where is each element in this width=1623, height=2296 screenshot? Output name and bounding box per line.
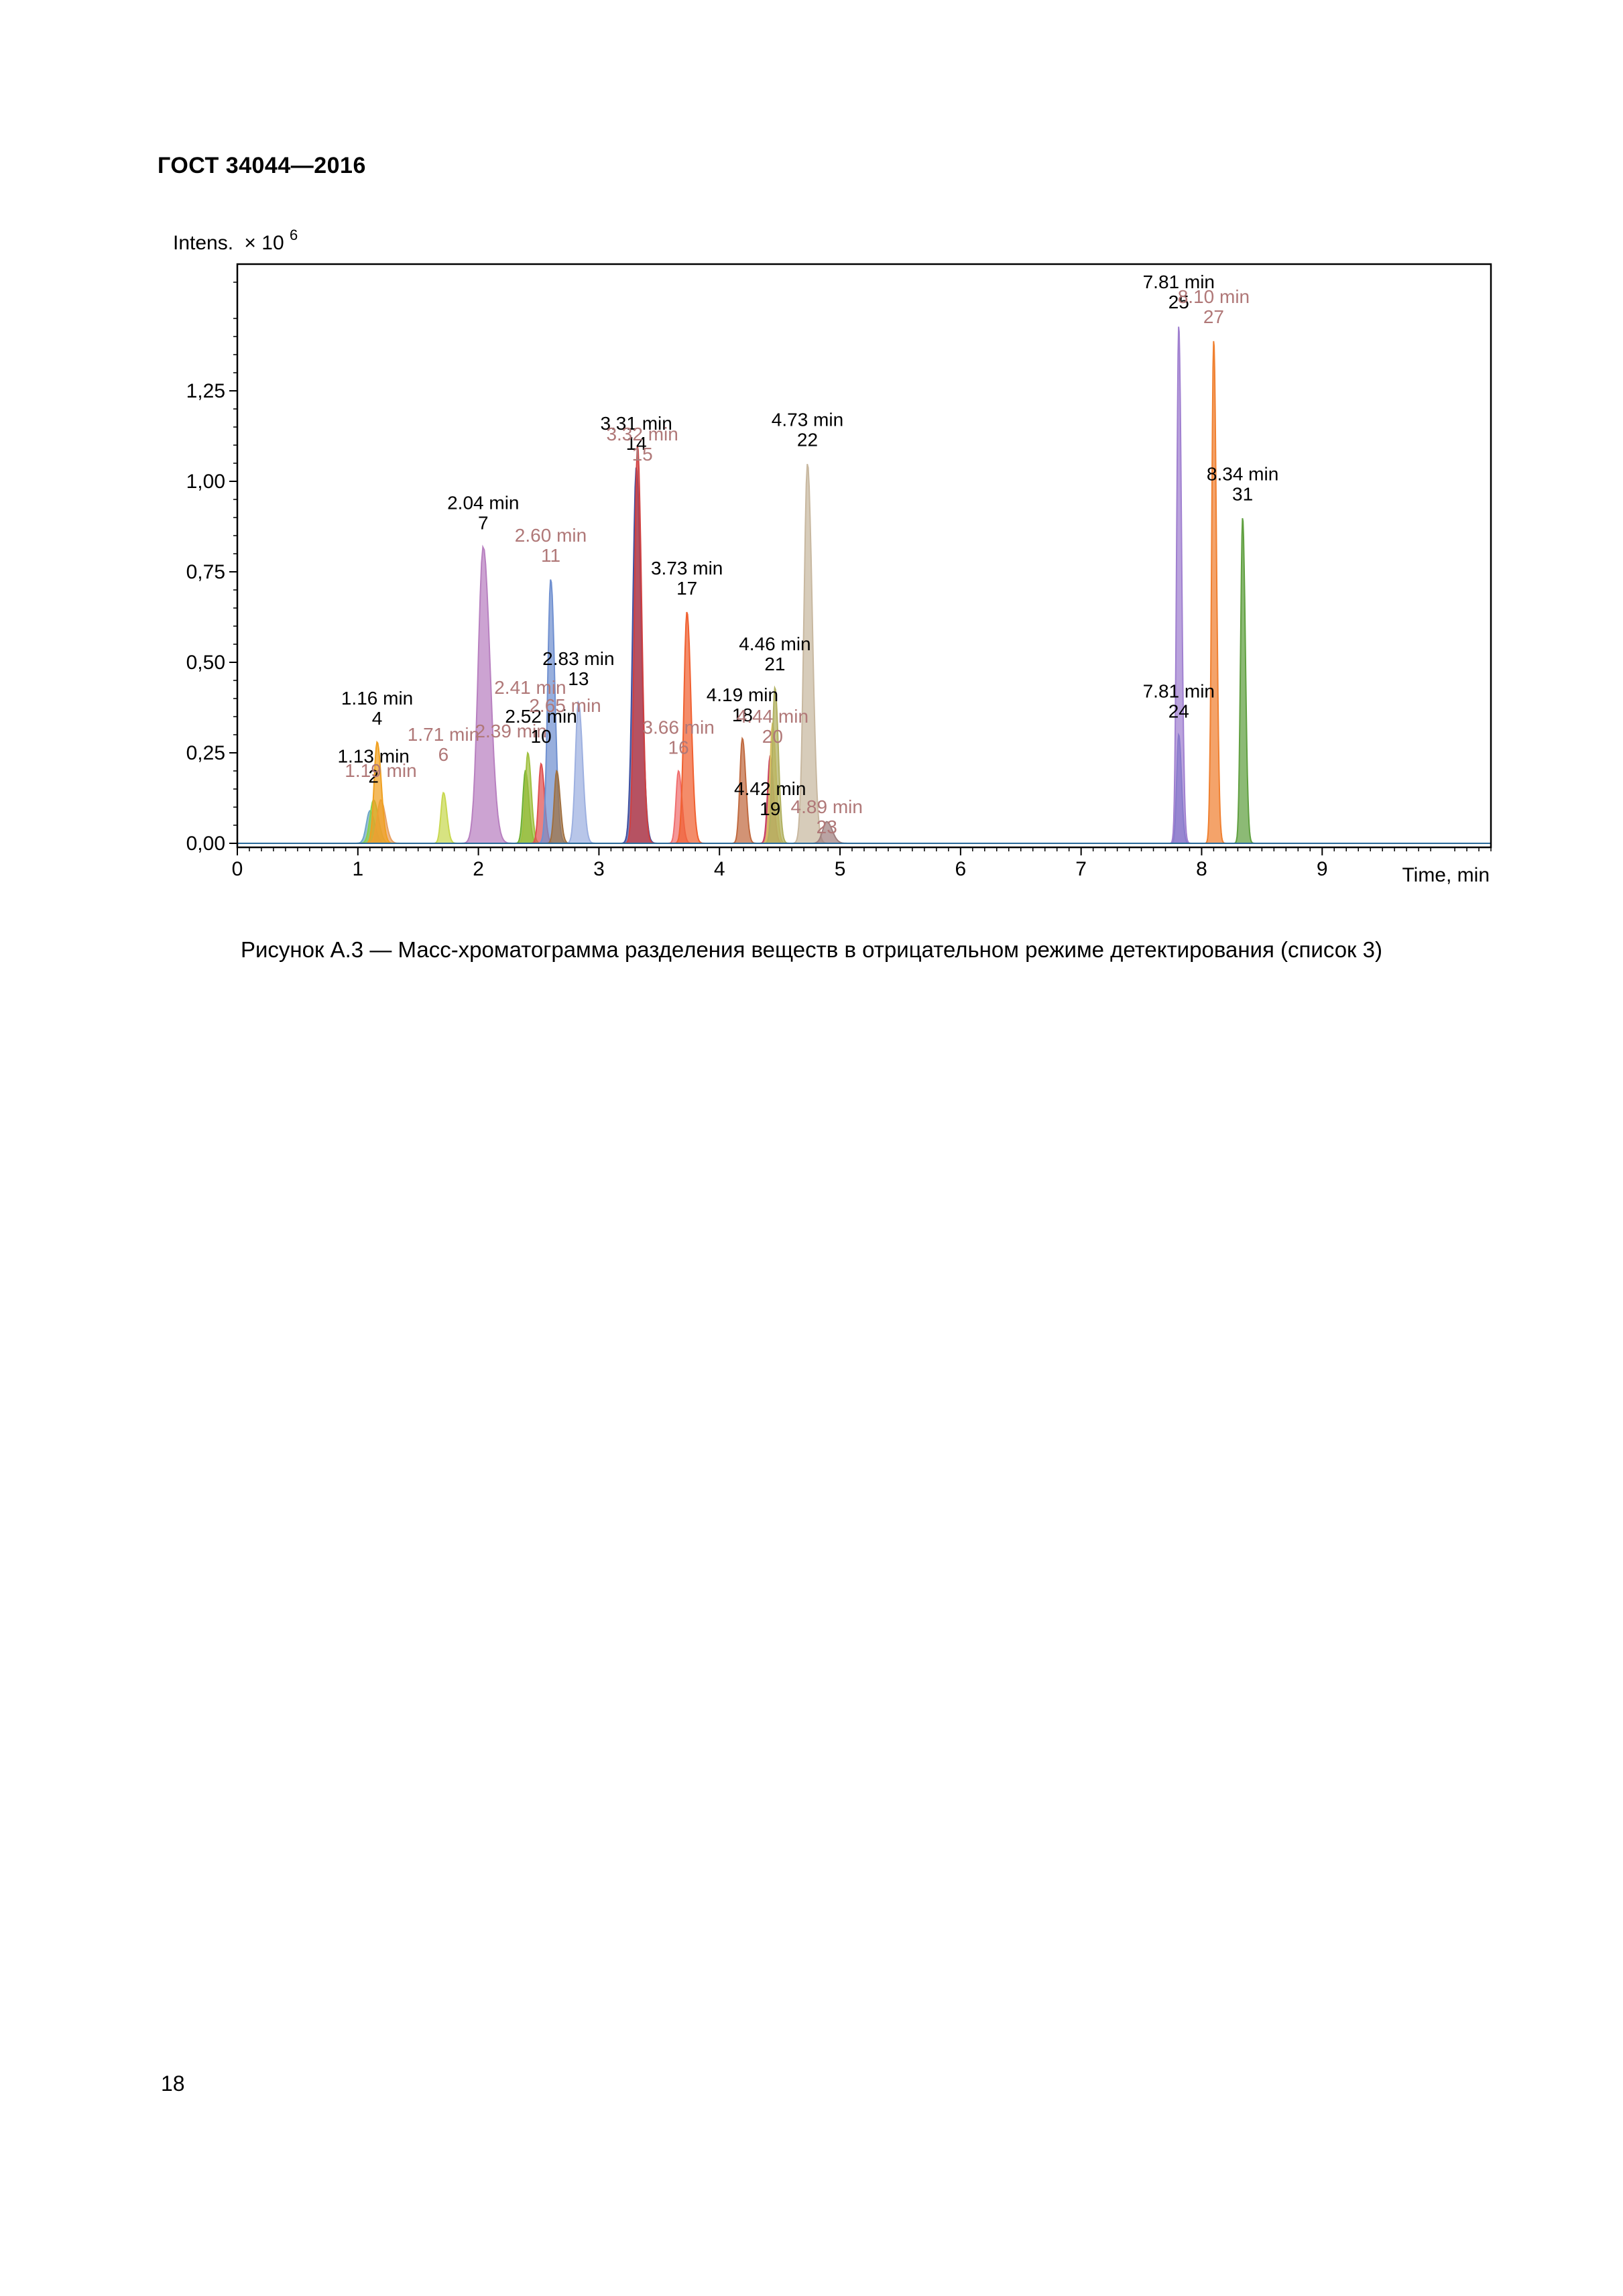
x-tick-label: 9 xyxy=(1317,858,1328,880)
peak-number-label: 4 xyxy=(372,708,383,729)
y-axis-exponent: 6 xyxy=(290,227,298,243)
peak-time-label: 2.39 min xyxy=(475,721,546,741)
peak-number-label: 20 xyxy=(762,726,783,747)
y-axis-title-text: Intens. xyxy=(173,232,233,254)
x-tick-label: 1 xyxy=(352,858,363,880)
x-tick-label: 2 xyxy=(473,858,484,880)
y-tick-label: 0,25 xyxy=(186,742,225,764)
peak-number-label: 19 xyxy=(760,798,780,819)
document-header: ГОСТ 34044—2016 xyxy=(158,153,366,178)
peak-31 xyxy=(1227,518,1260,844)
peak-time-label: 7.81 min xyxy=(1143,271,1215,292)
peak-number-label: 10 xyxy=(531,726,552,747)
y-tick-label: 0,75 xyxy=(186,561,225,583)
peak-6 xyxy=(424,792,465,844)
peak-time-label: 8.34 min xyxy=(1207,463,1278,484)
y-tick-label: 0,00 xyxy=(186,833,225,855)
x-tick-label: 4 xyxy=(714,858,725,880)
page-number: 18 xyxy=(161,2071,185,2096)
y-axis-multiplier: × 10 xyxy=(244,232,284,254)
peak-time-label: 4.89 min xyxy=(791,796,863,817)
peak-number-label: 22 xyxy=(797,429,818,450)
peak-number-label: 11 xyxy=(541,545,560,566)
peak-number-label: 7 xyxy=(478,513,489,534)
peak-time-label: 1.19 min xyxy=(345,760,416,781)
peak-time-label: 4.73 min xyxy=(772,409,843,430)
peak-number-label: 15 xyxy=(632,444,653,465)
peak-time-label: 4.46 min xyxy=(739,633,810,654)
x-tick-label: 5 xyxy=(835,858,846,880)
peak-15 xyxy=(614,445,664,844)
y-tick-label: 0,50 xyxy=(186,652,225,674)
peak-time-label: 2.83 min xyxy=(542,648,614,669)
peak-time-label: 4.44 min xyxy=(737,706,808,727)
chromatogram-svg: 0 1 2 3 4 5 6 7 8 90,000,250,500,751,001,25 1.16 … xyxy=(173,227,1492,886)
peak-time-label: 2.60 min xyxy=(515,525,587,546)
peak-number-label: 31 xyxy=(1232,483,1253,504)
plot-frame xyxy=(236,263,1492,849)
x-tick-label: 8 xyxy=(1196,858,1207,880)
peak-27 xyxy=(1198,341,1231,844)
peak-25 xyxy=(1163,326,1197,844)
peak-time-label: 1.13 min xyxy=(337,746,409,767)
peak-number-label: 24 xyxy=(1168,701,1189,721)
chromatogram-chart: 0 1 2 3 4 5 6 7 8 9 0,00 0,25 0,50 0,75 1,00 1,25 1.16 … xyxy=(154,221,1515,905)
peak-time-label: 8.10 min xyxy=(1178,286,1250,307)
peak-number-label: 13 xyxy=(568,668,589,689)
y-tick-label: 1,00 xyxy=(186,471,225,493)
peak-time-label: 4.19 min xyxy=(707,684,778,705)
peak-time-label: 1.16 min xyxy=(341,688,413,709)
peak-time-label: 2.41 min xyxy=(494,677,566,698)
peak-time-label: 2.52 min xyxy=(505,706,577,727)
peak-time-label: 3.31 min xyxy=(600,413,672,434)
figure-caption: Рисунок А.3 — Масс-хроматограмма разделе… xyxy=(240,937,1382,962)
peak-time-label: 2.04 min xyxy=(447,493,519,513)
peak-number-label: 17 xyxy=(676,578,697,599)
peak-number-label: 25 xyxy=(1168,292,1189,312)
peak-number-label: 14 xyxy=(626,433,647,454)
peak-number-label: 27 xyxy=(1203,306,1224,327)
y-axis-title: Intens. × 10 6 xyxy=(173,227,298,254)
x-tick-label: 3 xyxy=(593,858,605,880)
peak-time-label: 7.81 min xyxy=(1143,680,1215,701)
peak-number-label: 16 xyxy=(668,737,689,758)
axes-layer: 0 1 2 3 4 5 6 7 8 90,000,250,500,751,001,25 xyxy=(186,282,1492,880)
peak-time-label: 4.42 min xyxy=(734,778,806,799)
peak-time-label: 2.65 min xyxy=(529,695,601,716)
x-tick-label: 6 xyxy=(955,858,967,880)
peak-time-label: 1.71 min xyxy=(408,724,479,745)
x-tick-label: 7 xyxy=(1075,858,1087,880)
peaks-layer xyxy=(343,326,1260,844)
y-tick-label: 1,25 xyxy=(186,380,225,402)
peak-number-label: 21 xyxy=(764,654,785,674)
peak-time-label: 3.66 min xyxy=(642,717,714,737)
peak-number-label: 18 xyxy=(732,705,753,725)
x-axis-title: Time, min xyxy=(1402,864,1490,886)
peak-number-label: 6 xyxy=(438,744,449,765)
peak-time-label: 3.73 min xyxy=(651,558,723,579)
peak-number-label: 23 xyxy=(817,817,837,837)
peak-time-label: 3.32 min xyxy=(606,424,678,444)
peak-number-label: 2 xyxy=(368,766,379,787)
x-tick-label: 0 xyxy=(232,858,243,880)
